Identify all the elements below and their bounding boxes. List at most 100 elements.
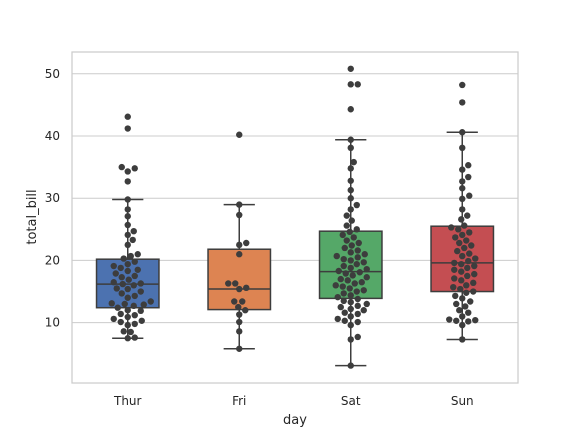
data-point: [337, 303, 344, 311]
x-axis-label: day: [283, 413, 307, 428]
data-point: [340, 297, 347, 305]
data-point: [347, 257, 354, 264]
data-point: [347, 177, 354, 184]
data-point: [459, 231, 466, 239]
data-point: [363, 300, 370, 308]
data-point: [347, 106, 354, 113]
data-point: [112, 270, 119, 277]
data-point: [361, 251, 368, 258]
data-point: [347, 336, 354, 343]
data-point: [124, 125, 131, 132]
data-point: [131, 258, 138, 265]
data-point: [118, 163, 125, 171]
data-point: [124, 241, 131, 249]
data-point: [127, 328, 134, 336]
data-point: [459, 313, 466, 320]
data-point: [459, 206, 466, 213]
data-point: [354, 333, 361, 341]
data-point: [347, 321, 354, 329]
data-point: [236, 311, 243, 318]
x-tick-labels: Thur Fri Sat Sun: [113, 394, 474, 408]
data-point: [124, 307, 131, 314]
data-point: [131, 292, 138, 300]
data-point: [131, 320, 138, 328]
data-point: [448, 224, 455, 231]
data-point: [347, 195, 354, 202]
data-point: [236, 201, 243, 208]
data-point: [120, 255, 127, 262]
data-point: [236, 241, 243, 249]
data-point: [466, 250, 473, 257]
data-point: [130, 227, 137, 235]
y-tick-label: 20: [45, 253, 60, 267]
data-point: [124, 231, 131, 239]
data-point: [347, 362, 354, 369]
data-point: [236, 318, 243, 326]
data-point: [350, 158, 357, 166]
data-point: [360, 307, 367, 314]
data-point: [351, 280, 358, 287]
data-point: [452, 234, 459, 241]
data-point: [124, 206, 131, 213]
data-point: [124, 335, 131, 342]
data-point: [131, 311, 138, 319]
data-point: [137, 280, 144, 287]
data-point: [117, 310, 124, 318]
data-point: [471, 262, 478, 270]
data-point: [343, 212, 350, 219]
data-point: [332, 282, 339, 289]
data-point: [463, 289, 470, 296]
data-point: [459, 321, 466, 329]
data-point: [459, 295, 466, 302]
data-point: [117, 264, 124, 272]
data-point: [339, 283, 346, 290]
data-point: [340, 255, 347, 263]
data-point: [459, 195, 466, 203]
data-point: [349, 272, 356, 279]
data-point: [347, 264, 354, 272]
data-point: [353, 288, 360, 295]
data-point: [471, 270, 478, 278]
data-point: [110, 315, 117, 323]
box-fri: [207, 203, 272, 350]
data-point: [232, 280, 239, 287]
data-point: [470, 279, 477, 287]
data-point: [121, 300, 128, 308]
data-point: [461, 244, 468, 252]
data-point: [243, 239, 250, 247]
data-point: [464, 272, 471, 280]
data-point: [138, 317, 145, 324]
data-point: [337, 275, 344, 283]
plot-frame: [71, 51, 519, 384]
data-point: [124, 294, 131, 301]
data-point: [236, 345, 243, 352]
data-point: [243, 284, 250, 292]
box-body: [207, 248, 272, 311]
swarm-points: [108, 65, 479, 369]
data-point: [354, 295, 361, 303]
data-point: [347, 206, 354, 213]
data-point: [350, 234, 357, 241]
data-point: [340, 290, 347, 297]
y-tick-labels: 10 20 30 40 50: [45, 67, 60, 330]
data-point: [353, 260, 360, 268]
data-point: [347, 165, 354, 172]
y-tick-label: 10: [45, 316, 60, 330]
data-point: [363, 265, 370, 273]
y-tick-label: 30: [45, 191, 60, 205]
data-point: [465, 309, 472, 316]
data-point: [339, 231, 346, 239]
data-point: [124, 213, 131, 220]
data-point: [131, 272, 138, 280]
data-point: [127, 252, 134, 260]
data-point: [140, 301, 147, 308]
data-point: [466, 192, 473, 199]
data-point: [465, 173, 472, 181]
x-tick-label: Sun: [451, 394, 474, 408]
data-point: [358, 279, 365, 286]
data-point: [347, 186, 354, 194]
data-point: [463, 237, 470, 244]
data-point: [360, 259, 367, 266]
data-point: [137, 307, 144, 315]
